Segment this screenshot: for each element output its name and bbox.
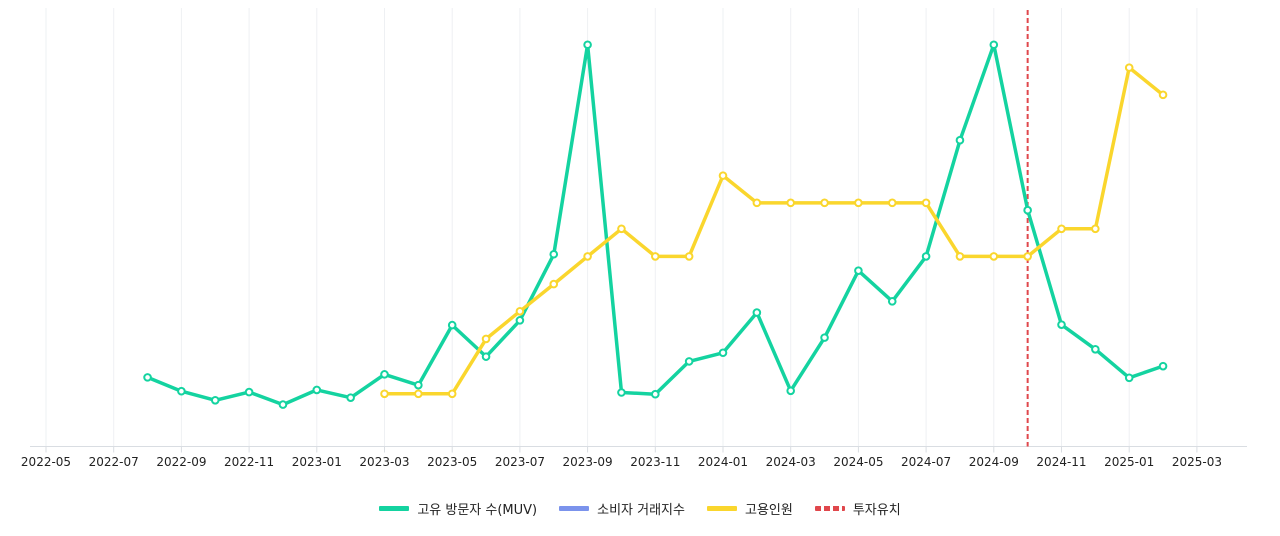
data-point[interactable] (177, 386, 186, 396)
data-point[interactable] (447, 389, 457, 399)
data-point[interactable] (1124, 63, 1134, 72)
x-tick-label: 2025-03 (1172, 455, 1222, 469)
data-point[interactable] (414, 380, 423, 390)
data-point[interactable] (481, 334, 491, 344)
data-point[interactable] (752, 308, 762, 317)
data-point[interactable] (684, 357, 694, 366)
data-point[interactable] (1158, 361, 1168, 371)
legend-swatch-investment (814, 505, 845, 511)
data-point[interactable] (989, 40, 999, 50)
series-line (382, 65, 1165, 396)
data-point[interactable] (1057, 224, 1066, 234)
legend-item-muv[interactable]: 고유 방문자 수(MUV) (379, 499, 537, 518)
data-point[interactable] (617, 224, 626, 234)
x-tick-label: 2023-09 (563, 455, 613, 469)
data-point[interactable] (583, 40, 592, 50)
legend-label-investment: 투자유치 (852, 502, 901, 518)
data-point[interactable] (921, 252, 931, 261)
legend-item-consumer-index[interactable]: 소비자 거래지수 (559, 499, 685, 518)
data-point[interactable] (583, 252, 592, 261)
data-point[interactable] (380, 389, 389, 399)
data-point[interactable] (887, 198, 897, 208)
data-point[interactable] (1091, 224, 1100, 234)
x-tick-label: 2023-03 (359, 455, 409, 469)
data-point[interactable] (955, 252, 965, 261)
legend-swatch-employees (706, 505, 737, 511)
x-tick-label: 2023-07 (495, 455, 545, 469)
x-tick-label: 2022-11 (224, 455, 274, 469)
data-point[interactable] (1057, 320, 1066, 329)
data-point[interactable] (549, 249, 559, 259)
data-point[interactable] (921, 198, 931, 208)
data-point[interactable] (346, 393, 355, 402)
data-point[interactable] (820, 198, 829, 208)
data-point[interactable] (651, 389, 660, 399)
data-point[interactable] (515, 306, 525, 316)
legend-label-employees: 고용인원 (744, 502, 793, 518)
legend-swatch-consumer-index (559, 505, 590, 511)
data-point[interactable] (1124, 373, 1134, 383)
x-tick-label: 2024-05 (833, 455, 883, 469)
data-point[interactable] (1023, 252, 1032, 261)
x-tick-label: 2024-03 (766, 455, 816, 469)
data-point[interactable] (820, 333, 829, 342)
x-tick-label: 2024-01 (698, 455, 748, 469)
data-point[interactable] (854, 198, 863, 208)
data-point[interactable] (718, 171, 728, 180)
data-point[interactable] (786, 386, 796, 396)
data-point[interactable] (955, 135, 965, 145)
legend-item-employees[interactable]: 고용인원 (706, 499, 793, 518)
data-point[interactable] (447, 320, 457, 330)
data-point[interactable] (1023, 205, 1032, 215)
series-lines (143, 40, 1168, 409)
x-tick-label: 2024-09 (969, 455, 1019, 469)
data-point[interactable] (414, 389, 423, 399)
series-0 (143, 40, 1168, 409)
x-tick-label: 2022-07 (89, 455, 139, 469)
data-point[interactable] (549, 279, 559, 289)
data-point[interactable] (481, 352, 491, 361)
data-point[interactable] (786, 198, 796, 208)
data-point[interactable] (1158, 90, 1168, 100)
data-point[interactable] (684, 252, 694, 261)
legend-label-consumer-index: 소비자 거래지수 (597, 502, 685, 518)
x-tick-label: 2024-07 (901, 455, 951, 469)
legend-label-muv: 고유 방문자 수(MUV) (417, 502, 538, 518)
x-tick-label: 2023-11 (630, 455, 680, 469)
data-point[interactable] (617, 388, 626, 397)
x-tick-label: 2025-01 (1104, 455, 1154, 469)
data-point[interactable] (887, 297, 897, 306)
data-point[interactable] (515, 316, 525, 325)
data-point[interactable] (989, 252, 999, 261)
data-point[interactable] (244, 387, 254, 397)
x-axis-tick-labels: 2022-05 2022-07 2022-09 2022-11 2023-01 2023-… (21, 455, 1222, 469)
data-point[interactable] (651, 252, 660, 261)
x-tick-label: 2023-05 (427, 455, 477, 469)
x-tick-label: 2023-01 (292, 455, 342, 469)
x-tick-label: 2022-05 (21, 455, 71, 469)
data-point[interactable] (1091, 345, 1100, 354)
data-point[interactable] (278, 400, 288, 409)
gridlines (45, 8, 1198, 447)
x-tick-label: 2024-11 (1036, 455, 1086, 469)
data-point[interactable] (752, 198, 762, 208)
legend-item-investment[interactable]: 투자유치 (814, 499, 901, 518)
x-axis (30, 446, 1247, 453)
data-point[interactable] (210, 395, 220, 405)
data-point[interactable] (143, 373, 152, 382)
x-tick-label: 2022-09 (156, 455, 206, 469)
data-point[interactable] (312, 385, 322, 395)
data-point[interactable] (380, 370, 389, 379)
series-2 (380, 63, 1168, 399)
legend: 고유 방문자 수(MUV) 소비자 거래지수 고용인원 투자유치 (0, 496, 1280, 520)
legend-swatch-muv (379, 505, 410, 511)
data-point[interactable] (718, 348, 728, 358)
data-point[interactable] (854, 266, 863, 275)
